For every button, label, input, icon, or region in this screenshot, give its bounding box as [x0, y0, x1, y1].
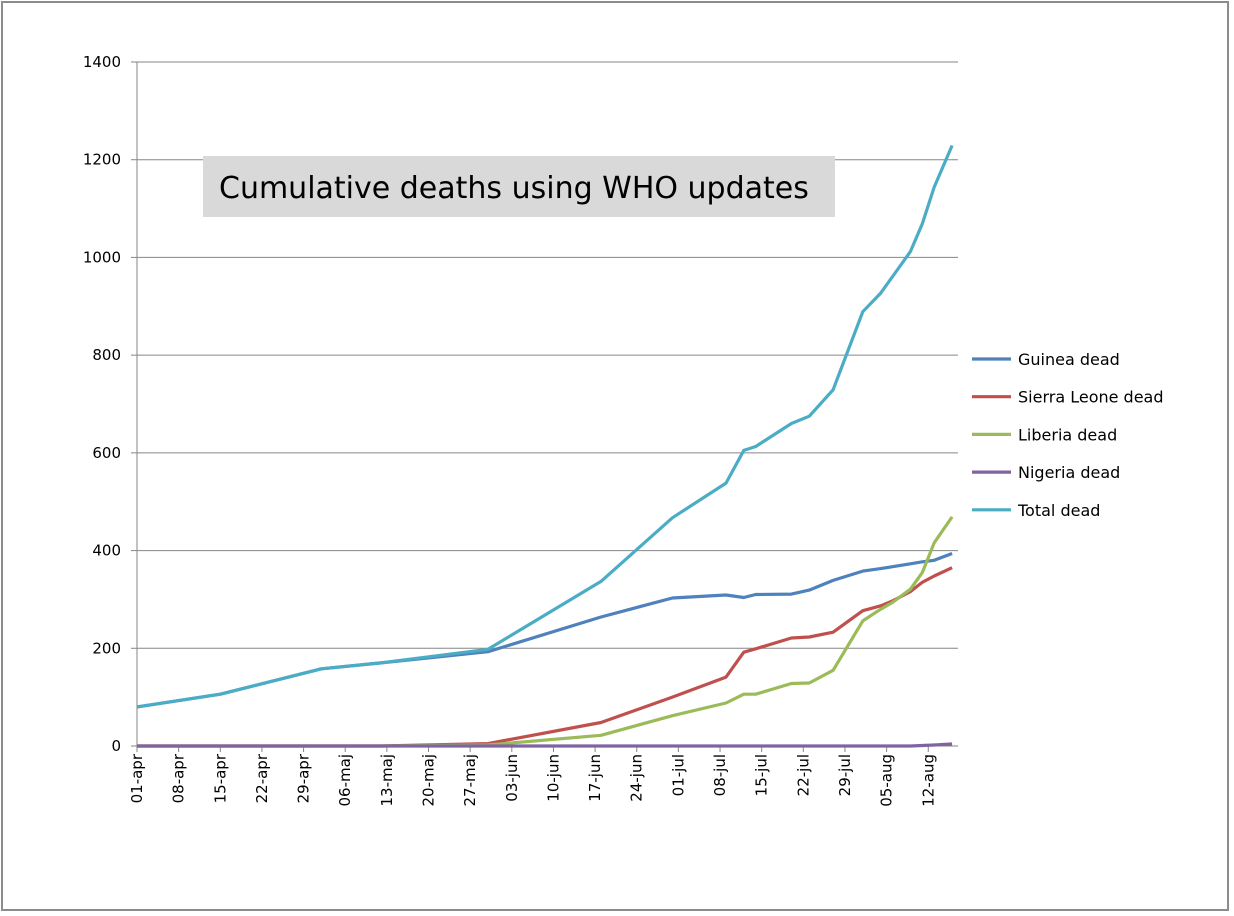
x-tick-label: 15-jul	[753, 754, 771, 796]
legend: Guinea dead Sierra Leone dead Liberia dead…	[972, 350, 1164, 520]
x-tick-label: 22-jul	[794, 754, 812, 796]
chart-title-box: Cumulative deaths using WHO updates	[203, 156, 835, 217]
x-tick-label: 13-maj	[378, 754, 396, 806]
y-tick-label: 600	[92, 444, 121, 462]
x-axis: 01-apr 08-apr 15-apr 22-apr 29-apr 06-maj 13-m…	[128, 745, 958, 807]
x-tick-label: 01-apr	[128, 753, 146, 803]
x-tick-label: 29-jul	[836, 754, 854, 796]
x-tick-label: 17-jun	[586, 754, 604, 802]
x-tick-label: 20-maj	[420, 754, 438, 806]
y-tick-label: 400	[92, 542, 121, 560]
x-tick-label: 22-apr	[253, 753, 271, 803]
x-tick-label: 08-jul	[711, 754, 729, 796]
series-line-sierra-leone-dead	[137, 566, 953, 748]
y-tick-label: 800	[92, 346, 121, 364]
x-tick-label: 12-aug	[919, 754, 937, 807]
series-lines	[136, 144, 954, 748]
legend-label: Total dead	[1017, 501, 1100, 520]
series-line-total-dead	[136, 144, 954, 709]
y-tick-label: 0	[111, 737, 121, 755]
legend-label: Liberia dead	[1018, 425, 1117, 444]
x-tick-label: 27-maj	[461, 754, 479, 806]
y-tick-label: 1400	[83, 53, 121, 71]
x-tick-label: 08-apr	[170, 753, 188, 803]
x-tick-label: 15-apr	[211, 753, 229, 803]
legend-label: Nigeria dead	[1018, 463, 1120, 482]
x-tick-label: 03-jun	[503, 754, 521, 802]
y-tick-label: 1200	[83, 151, 121, 169]
x-tick-label: 10-jun	[544, 754, 562, 802]
chart-title: Cumulative deaths using WHO updates	[219, 171, 809, 206]
gridlines	[137, 61, 958, 649]
title-background	[203, 156, 835, 217]
x-tick-label: 29-apr	[295, 753, 313, 803]
legend-label: Guinea dead	[1018, 350, 1120, 369]
y-tick-label: 1000	[83, 248, 121, 266]
x-tick-label: 05-aug	[878, 754, 896, 807]
y-axis: 0 200 400 600 800 1000 1200 1400	[83, 53, 138, 755]
x-tick-label: 06-maj	[336, 754, 354, 806]
y-tick-label: 200	[92, 639, 121, 657]
x-tick-label: 24-jun	[628, 754, 646, 802]
series-line-nigeria-dead	[137, 742, 953, 748]
x-tick-label: 01-jul	[669, 754, 687, 796]
legend-label: Sierra Leone dead	[1018, 388, 1164, 407]
